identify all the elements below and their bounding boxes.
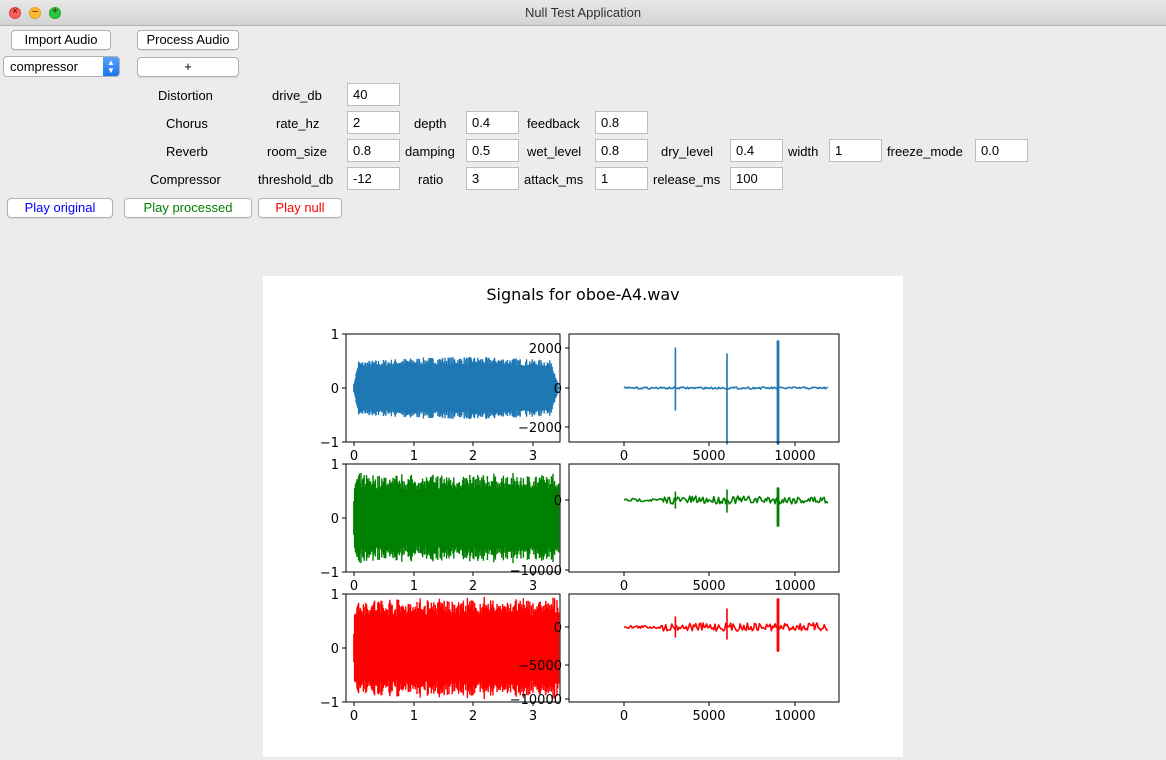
time-xtick-label: 1: [410, 449, 418, 464]
freq-ytick-label: 0: [554, 494, 562, 509]
depth-field[interactable]: 0.4: [466, 111, 519, 134]
freq-xtick-label: 5000: [692, 709, 725, 724]
time-ytick-label: 0: [331, 642, 339, 657]
figure-title: Signals for oboe-A4.wav: [486, 285, 679, 304]
feedback-field[interactable]: 0.8: [595, 111, 648, 134]
param-label-feedback: feedback: [527, 116, 580, 131]
freq-ytick-label: −10000: [510, 693, 562, 708]
drive-db-field[interactable]: 40: [347, 83, 400, 106]
freq-line-2: [623, 487, 829, 527]
play-processed-button[interactable]: Play processed: [124, 198, 252, 218]
time-waveform-1: [353, 356, 560, 420]
time-xtick-label: 2: [469, 449, 477, 464]
time-ytick-label: 1: [331, 458, 339, 473]
dry-level-field[interactable]: 0.4: [730, 139, 783, 162]
damping-field[interactable]: 0.5: [466, 139, 519, 162]
time-xtick-label: 3: [529, 579, 537, 594]
minimize-window-button[interactable]: –: [29, 6, 41, 19]
ratio-field[interactable]: 3: [466, 167, 519, 190]
add-effect-button[interactable]: +: [137, 57, 239, 77]
time-ytick-label: −1: [320, 696, 339, 711]
freq-xtick-label: 5000: [692, 449, 725, 464]
param-label-release-ms: release_ms: [653, 172, 721, 187]
freq-ytick-label: 0: [554, 621, 562, 636]
freq-xtick-label: 0: [620, 449, 628, 464]
minimize-icon: –: [32, 6, 38, 17]
time-xtick-label: 1: [410, 709, 418, 724]
freq-axes-2: [568, 463, 840, 573]
import-audio-button[interactable]: Import Audio: [11, 30, 111, 50]
play-original-button[interactable]: Play original: [7, 198, 113, 218]
close-window-button[interactable]: ×: [9, 6, 21, 19]
time-waveform-3: [353, 596, 560, 700]
param-label-width: width: [788, 144, 819, 159]
freq-ytick-label: −10000: [510, 564, 562, 579]
freq-ytick-label: −2000: [518, 421, 562, 436]
param-label-threshold-db: threshold_db: [258, 172, 334, 187]
time-ytick-label: 1: [331, 328, 339, 343]
signals-figure-svg: Signals for oboe-A4.wav 10−10 1 2 310−10 1 2 3…: [320, 285, 840, 724]
param-label-ratio: ratio: [418, 172, 444, 187]
time-ytick-label: −1: [320, 566, 339, 581]
freq-xtick-label: 10000: [774, 449, 815, 464]
param-label-dry-level: dry_level: [661, 144, 714, 159]
freq-xtick-label: 10000: [774, 579, 815, 594]
effect-name-reverb: Reverb: [166, 144, 208, 159]
time-ytick-label: 1: [331, 588, 339, 603]
window-title: Null Test Application: [524, 5, 642, 20]
freq-line-3: [624, 598, 829, 652]
freq-xtick-label: 0: [620, 579, 628, 594]
freeze-mode-field[interactable]: 0.0: [975, 139, 1028, 162]
freq-line-1: [623, 340, 828, 445]
freq-axes-3: [568, 593, 840, 703]
param-label-drive-db: drive_db: [272, 88, 322, 103]
freq-ytick-label: 2000: [529, 342, 562, 357]
time-xtick-label: 0: [350, 449, 358, 464]
freq-xtick-label: 5000: [692, 579, 725, 594]
time-xtick-label: 2: [469, 579, 477, 594]
signals-figure: Signals for oboe-A4.wav 1 0 −1 0 1 2 3 1 0 −1 0 1 2 3…: [263, 276, 903, 757]
wet-level-field[interactable]: 0.8: [595, 139, 648, 162]
freq-ytick-label: −5000: [518, 659, 562, 674]
param-label-wet-level: wet_level: [527, 144, 582, 159]
param-label-freeze-mode: freeze_mode: [887, 144, 963, 159]
freq-xtick-label: 10000: [774, 709, 815, 724]
room-size-field[interactable]: 0.8: [347, 139, 400, 162]
time-ytick-label: 0: [331, 382, 339, 397]
close-icon: ×: [12, 6, 18, 17]
maximize-icon: +: [52, 6, 58, 17]
effect-name-distortion: Distortion: [158, 88, 213, 103]
freq-xtick-label: 0: [620, 709, 628, 724]
effect-select[interactable]: compressor ▲ ▼: [3, 56, 120, 77]
process-audio-button[interactable]: Process Audio: [137, 30, 239, 50]
threshold-db-field[interactable]: -12: [347, 167, 400, 190]
param-label-attack-ms: attack_ms: [524, 172, 584, 187]
effect-name-chorus: Chorus: [166, 116, 208, 131]
effect-name-compressor: Compressor: [150, 172, 221, 187]
time-xtick-label: 1: [410, 579, 418, 594]
maximize-window-button[interactable]: +: [49, 6, 61, 19]
rate-hz-field[interactable]: 2: [347, 111, 400, 134]
time-waveform-2: [353, 472, 560, 564]
attack-ms-field[interactable]: 1: [595, 167, 648, 190]
param-label-rate-hz: rate_hz: [276, 116, 320, 131]
freq-ytick-label: 0: [554, 382, 562, 397]
time-ytick-label: 0: [331, 512, 339, 527]
time-xtick-label: 0: [350, 709, 358, 724]
select-chevrons-icon: ▲ ▼: [103, 57, 119, 76]
time-xtick-label: 3: [529, 709, 537, 724]
window-titlebar: × – + Null Test Application: [0, 0, 1166, 26]
effect-select-value: compressor: [10, 59, 78, 74]
release-ms-field[interactable]: 100: [730, 167, 783, 190]
param-label-depth: depth: [414, 116, 447, 131]
play-null-button[interactable]: Play null: [258, 198, 342, 218]
width-field[interactable]: 1: [829, 139, 882, 162]
time-xtick-label: 2: [469, 709, 477, 724]
time-xtick-label: 3: [529, 449, 537, 464]
param-label-room-size: room_size: [267, 144, 327, 159]
param-label-damping: damping: [405, 144, 455, 159]
time-ytick-label: −1: [320, 436, 339, 451]
time-xtick-label: 0: [350, 579, 358, 594]
